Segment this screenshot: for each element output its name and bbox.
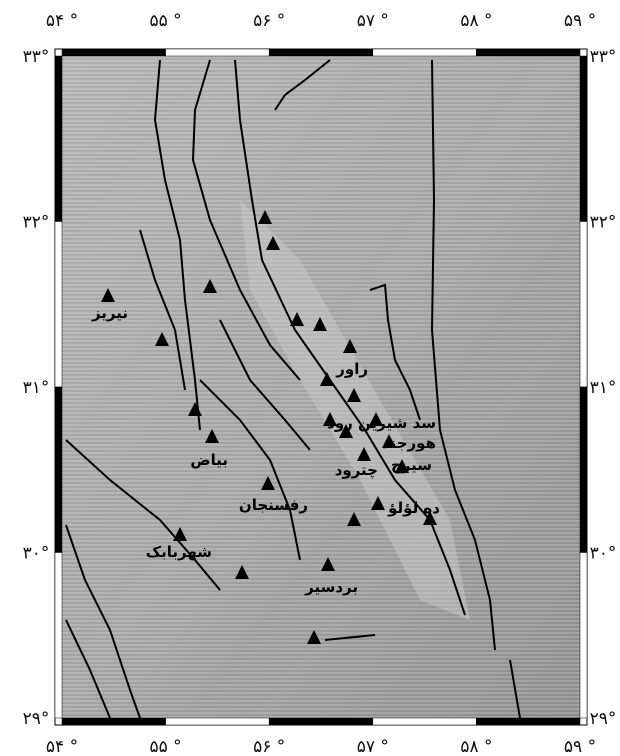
border-segment [580, 553, 587, 719]
y-tick-label: ۲۹° [23, 709, 50, 729]
x-tick-label: ۵۷ ° [357, 11, 389, 31]
place-label: نیریز [91, 304, 128, 322]
border-segment [580, 387, 587, 553]
border-segment [373, 718, 477, 725]
x-tick-label: ۵۹ ° [564, 11, 596, 31]
border-segment [269, 49, 373, 56]
y-tick-label: ۳۳° [590, 47, 617, 67]
border-segment [166, 49, 270, 56]
x-tick-label: ۵۸ ° [460, 11, 492, 31]
x-tick-label: ۵۴ ° [46, 11, 78, 31]
x-tick-label: ۵۹ ° [564, 737, 596, 756]
border-segment [476, 718, 580, 725]
place-label: رفسنجان [239, 496, 308, 514]
border-segment [62, 49, 166, 56]
y-tick-label: ۲۹° [590, 709, 617, 729]
border-segment [55, 56, 62, 222]
border-segment [580, 222, 587, 388]
place-label: ده لؤلؤ [387, 499, 440, 517]
y-tick-label: ۳۲° [590, 213, 617, 233]
x-tick-label: ۵۶ ° [253, 737, 285, 756]
y-tick-label: ۳۲° [23, 213, 50, 233]
border-segment [55, 387, 62, 553]
border-segment [269, 718, 373, 725]
place-label: راور [335, 360, 368, 378]
x-tick-label: ۵۶ ° [253, 11, 285, 31]
place-label: هورجند [382, 434, 436, 452]
y-tick-label: ۳۰° [23, 544, 50, 564]
place-label: سد شیرین رود [327, 414, 436, 432]
x-tick-label: ۵۵ ° [150, 737, 182, 756]
place-label: شهربابک [146, 543, 212, 561]
border-segment [166, 718, 270, 725]
x-tick-label: ۵۷ ° [357, 737, 389, 756]
y-tick-label: ۳۳° [23, 47, 50, 67]
y-tick-label: ۳۰° [590, 544, 617, 564]
y-tick-label: ۳۱° [590, 378, 617, 398]
y-tick-label: ۳۱° [23, 378, 50, 398]
place-label: سیرچ [391, 456, 432, 474]
place-label: بیاض [190, 451, 228, 469]
border-segment [62, 718, 166, 725]
border-segment [55, 222, 62, 388]
border-segment [580, 56, 587, 222]
border-segment [373, 49, 477, 56]
x-tick-label: ۵۴ ° [46, 737, 78, 756]
border-segment [476, 49, 580, 56]
border-segment [55, 553, 62, 719]
x-tick-label: ۵۵ ° [150, 11, 182, 31]
place-label: چترود [335, 461, 378, 480]
map: ۵۴ ° ۵۴ ° ۵۵ ° ۵۵ ° ۵۶ ° ۵۶ ° ۵۷ ° ۵۷ ° ۵۸ ° ۵۸ °… [0, 0, 620, 756]
place-label: بردسیر [304, 578, 358, 596]
x-tick-label: ۵۸ ° [460, 737, 492, 756]
